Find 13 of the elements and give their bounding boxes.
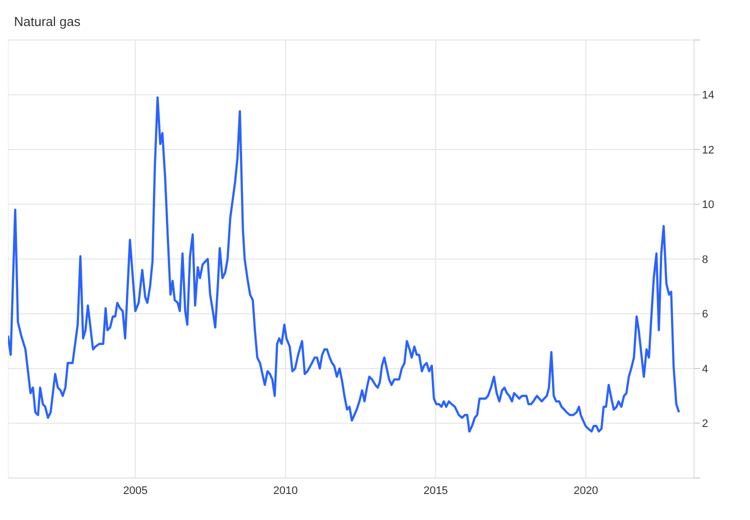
- y-tick-label: 12: [702, 144, 714, 156]
- x-tick-label: 2020: [574, 484, 598, 497]
- y-tick-label: 6: [702, 308, 708, 321]
- x-tick-label: 2005: [123, 484, 148, 497]
- x-tick-label: 2010: [273, 484, 298, 497]
- line-series: [8, 96, 680, 433]
- chart-title: Natural gas: [14, 14, 80, 29]
- y-tick-label: 2: [702, 418, 708, 430]
- y-tick-label: 10: [702, 199, 714, 212]
- y-tick-label: 8: [702, 254, 708, 266]
- x-tick-label: 2015: [423, 484, 448, 497]
- y-tick-label: 14: [702, 90, 714, 102]
- y-tick-label: 4: [702, 363, 708, 376]
